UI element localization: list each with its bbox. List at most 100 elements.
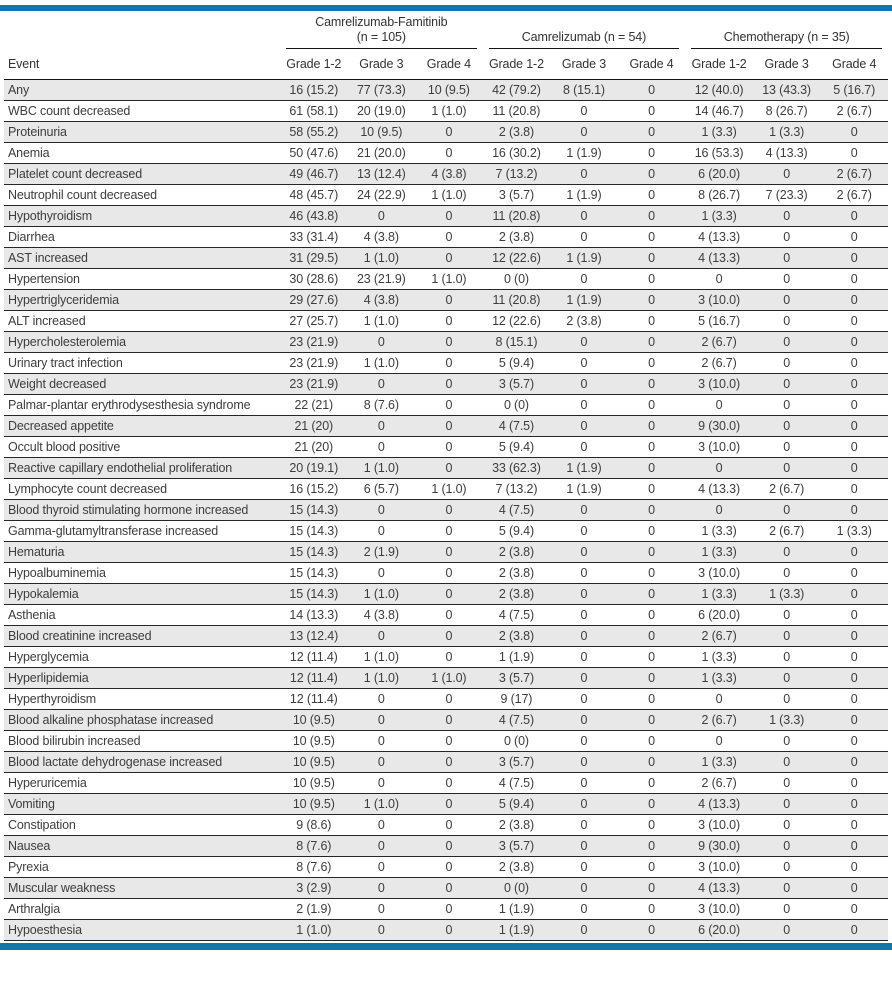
table-header: Camrelizumab-Famitinib (n = 105) Camreli… — [4, 11, 888, 80]
value-cell: 9 (8.6) — [280, 814, 348, 836]
value-cell: 49 (46.7) — [280, 163, 348, 185]
event-cell: Diarrhea — [4, 226, 280, 248]
value-cell: 5 (16.7) — [685, 310, 753, 332]
value-cell: 0 — [415, 898, 483, 920]
value-cell: 0 — [347, 373, 416, 395]
value-cell: 0 — [685, 499, 753, 521]
value-cell: 1 (3.3) — [685, 751, 753, 773]
value-cell: 0 — [550, 793, 618, 815]
value-cell: 0 — [820, 646, 888, 668]
bottom-accent-bar — [0, 942, 892, 950]
value-cell: 9 (30.0) — [685, 415, 753, 437]
value-cell: 0 — [550, 394, 618, 416]
value-cell: 0 — [617, 373, 686, 395]
value-cell: 0 — [550, 352, 618, 374]
value-cell: 0 — [617, 79, 686, 101]
value-cell: 1 (1.9) — [550, 247, 618, 269]
table-row: Blood alkaline phosphatase increased 10 (… — [4, 709, 888, 731]
table-row: Palmar-plantar erythrodysesthesia syndro… — [4, 394, 888, 416]
table-row: Arthralgia 2 (1.9) 0 0 1 (1.9) 0 0 3 (10.0) 0 0 — [4, 898, 888, 920]
value-cell: 3 (5.7) — [482, 373, 551, 395]
event-cell: Platelet count decreased — [4, 163, 280, 185]
grade-4-column-header: Grade 4 — [415, 49, 483, 80]
value-cell: 0 — [550, 163, 618, 185]
value-cell: 11 (20.8) — [482, 100, 551, 122]
group-title-line1: Chemotherapy (n = 35) — [723, 30, 850, 44]
value-cell: 2 (6.7) — [752, 520, 821, 542]
value-cell: 0 — [415, 856, 483, 878]
value-cell: 0 — [550, 205, 618, 227]
value-cell: 2 (6.7) — [685, 709, 753, 731]
value-cell: 6 (20.0) — [685, 604, 753, 626]
value-cell: 21 (20) — [280, 436, 348, 458]
value-cell: 16 (30.2) — [482, 142, 551, 164]
value-cell: 0 — [820, 835, 888, 857]
value-cell: 0 — [820, 310, 888, 332]
value-cell: 12 (22.6) — [482, 247, 551, 269]
value-cell: 1 (1.0) — [415, 478, 483, 500]
value-cell: 0 — [617, 667, 686, 689]
value-cell: 0 — [617, 247, 686, 269]
value-cell: 1 (1.0) — [347, 310, 416, 332]
value-cell: 0 — [415, 562, 483, 584]
event-cell: Blood creatinine increased — [4, 625, 280, 647]
value-cell: 12 (40.0) — [685, 79, 753, 101]
value-cell: 0 — [415, 205, 483, 227]
value-cell: 0 — [550, 709, 618, 731]
table-row: Platelet count decreased 49 (46.7) 13 (12.… — [4, 163, 888, 185]
event-cell: Hypoesthesia — [4, 919, 280, 941]
value-cell: 0 — [347, 751, 416, 773]
value-cell: 10 (9.5) — [280, 793, 348, 815]
value-cell: 0 — [550, 499, 618, 521]
value-cell: 13 (12.4) — [347, 163, 416, 185]
value-cell: 1 (1.0) — [280, 919, 348, 941]
value-cell: 0 — [347, 919, 416, 941]
value-cell: 3 (10.0) — [685, 856, 753, 878]
event-cell: Neutrophil count decreased — [4, 184, 280, 206]
value-cell: 0 — [347, 205, 416, 227]
value-cell: 0 — [550, 331, 618, 353]
table-body: Any 16 (15.2) 77 (73.3) 10 (9.5) 42 (79.2) 8 … — [4, 79, 888, 941]
value-cell: 1 (1.0) — [415, 100, 483, 122]
value-cell: 15 (14.3) — [280, 583, 348, 605]
value-cell: 1 (3.3) — [685, 205, 753, 227]
value-cell: 2 (6.7) — [685, 331, 753, 353]
value-cell: 0 — [550, 772, 618, 794]
value-cell: 0 — [617, 310, 686, 332]
value-cell: 0 — [752, 457, 821, 479]
table-row: Constipation 9 (8.6) 0 0 2 (3.8) 0 0 3 (10.0) 0 0 — [4, 814, 888, 836]
event-cell: Any — [4, 79, 280, 101]
value-cell: 1 (3.3) — [685, 121, 753, 143]
value-cell: 3 (5.7) — [482, 835, 551, 857]
value-cell: 3 (5.7) — [482, 667, 551, 689]
value-cell: 0 — [752, 772, 821, 794]
value-cell: 0 — [347, 331, 416, 353]
value-cell: 9 (17) — [482, 688, 551, 710]
value-cell: 0 — [617, 709, 686, 731]
value-cell: 0 — [550, 730, 618, 752]
value-cell: 3 (10.0) — [685, 436, 753, 458]
value-cell: 77 (73.3) — [347, 79, 416, 101]
value-cell: 33 (31.4) — [280, 226, 348, 248]
value-cell: 0 — [752, 289, 821, 311]
value-cell: 8 (15.1) — [482, 331, 551, 353]
value-cell: 7 (13.2) — [482, 163, 551, 185]
value-cell: 0 — [550, 814, 618, 836]
value-cell: 0 — [752, 898, 821, 920]
value-cell: 1 (1.0) — [347, 583, 416, 605]
value-cell: 20 (19.0) — [347, 100, 416, 122]
value-cell: 0 — [820, 499, 888, 521]
value-cell: 1 (1.9) — [550, 142, 618, 164]
value-cell: 0 — [752, 331, 821, 353]
value-cell: 23 (21.9) — [280, 352, 348, 374]
value-cell: 1 (1.9) — [550, 184, 618, 206]
value-cell: 1 (1.0) — [347, 667, 416, 689]
value-cell: 0 — [347, 709, 416, 731]
table-row: Any 16 (15.2) 77 (73.3) 10 (9.5) 42 (79.2) 8 … — [4, 79, 888, 101]
value-cell: 0 — [347, 499, 416, 521]
value-cell: 0 — [820, 415, 888, 437]
value-cell: 0 — [752, 877, 821, 899]
value-cell: 0 — [415, 415, 483, 437]
event-cell: Hypoalbuminemia — [4, 562, 280, 584]
event-cell: Hyperuricemia — [4, 772, 280, 794]
